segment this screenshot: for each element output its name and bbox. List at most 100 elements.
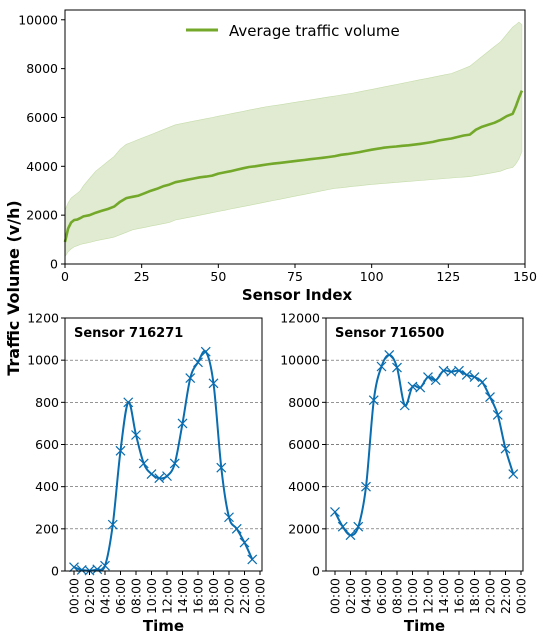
marker-stroke [69, 562, 79, 573]
x-axis-label: Time [404, 617, 445, 635]
data-point-marker [384, 349, 395, 360]
x-tick-label: 150 [513, 269, 537, 284]
marker-stroke [169, 458, 180, 469]
series-line [73, 349, 254, 572]
x-tick-label: 04:00 [98, 578, 113, 614]
data-point-marker [247, 554, 258, 565]
marker-stroke [115, 445, 126, 456]
x-tick-label: 12:00 [160, 578, 175, 614]
marker-stroke [477, 377, 488, 388]
marker-stroke [415, 382, 426, 393]
y-tick-label: 2000 [288, 521, 320, 536]
marker-stroke [131, 430, 141, 440]
marker-stroke [76, 565, 87, 575]
marker-stroke [100, 560, 110, 571]
y-tick-label: 0 [50, 257, 58, 272]
x-axis-label: Sensor Index [242, 286, 353, 304]
data-point-marker [162, 471, 172, 482]
marker-stroke [500, 443, 511, 454]
x-tick-label: 22:00 [237, 578, 252, 614]
data-point-marker [345, 530, 356, 541]
data-point-marker [485, 392, 495, 402]
x-tick-label: 14:00 [436, 578, 451, 614]
y-tick-label: 12000 [280, 311, 320, 326]
data-point-marker [123, 397, 134, 408]
marker-stroke [224, 512, 234, 523]
data-point-marker [69, 562, 79, 573]
marker-stroke [208, 378, 219, 389]
data-point-marker [216, 462, 227, 473]
y-tick-label: 400 [35, 479, 59, 494]
marker-stroke [231, 523, 242, 534]
y-tick-label: 2000 [26, 208, 58, 223]
marker-stroke [469, 372, 480, 382]
marker-stroke [361, 481, 371, 492]
marker-stroke [368, 395, 379, 406]
x-tick-label: 20:00 [483, 578, 498, 614]
x-tick-label: 22:00 [498, 578, 513, 614]
x-tick-label: 06:00 [374, 578, 389, 614]
marker-stroke [423, 372, 433, 382]
data-point-marker [76, 565, 87, 575]
x-tick-label: 25 [134, 269, 150, 284]
x-tick-label: 100 [360, 269, 384, 284]
marker-stroke [485, 392, 495, 402]
y-tick-label: 6000 [288, 437, 320, 452]
marker-stroke [345, 530, 356, 541]
y-tick-label: 4000 [288, 479, 320, 494]
marker-stroke [461, 370, 472, 380]
legend-label: Average traffic volume [229, 22, 400, 40]
marker-stroke [177, 418, 188, 429]
data-point-marker [208, 378, 219, 389]
x-tick-label: 0 [61, 269, 69, 284]
y-tick-label: 4000 [26, 159, 58, 174]
y-tick-label: 1000 [27, 353, 59, 368]
marker-stroke [162, 471, 172, 482]
panel-sensor-716500: Sensor 716500 0 2000 4000 6000 8000 10000 12000… [280, 311, 528, 636]
y-tick-label: 0 [51, 564, 59, 579]
y-tick-label: 6000 [26, 110, 58, 125]
marker-stroke [239, 537, 250, 548]
data-point-marker [376, 361, 387, 372]
x-tick-label: 08:00 [390, 578, 405, 614]
data-point-marker [353, 521, 364, 532]
marker-stroke [138, 458, 149, 469]
data-point-marker [138, 458, 149, 469]
data-point-marker [492, 410, 503, 420]
x-tick-label: 00:00 [328, 578, 343, 614]
y-tick-label: 8000 [26, 61, 58, 76]
marker-stroke [193, 357, 203, 368]
data-point-marker [461, 370, 472, 380]
data-point-marker [92, 564, 103, 575]
data-point-marker [500, 443, 511, 454]
data-point-marker [368, 395, 379, 406]
y-tick-label: 600 [35, 437, 59, 452]
data-point-marker [423, 372, 433, 382]
panel-title: Sensor 716271 [74, 326, 183, 341]
marker-stroke [399, 400, 410, 411]
x-tick-label: 06:00 [113, 578, 128, 614]
x-tick-label: 18:00 [206, 578, 221, 614]
x-tick-label: 02:00 [343, 578, 358, 614]
data-point-marker [193, 357, 203, 368]
marker-stroke [384, 349, 395, 360]
data-point-marker [430, 375, 441, 386]
data-point-marker [185, 373, 196, 384]
y-tick-label: 8000 [288, 395, 320, 410]
marker-stroke [376, 361, 387, 372]
confidence-band [64, 21, 523, 258]
x-tick-label: 10:00 [144, 578, 159, 614]
data-point-marker [508, 469, 519, 479]
legend: Average traffic volume [186, 22, 400, 40]
marker-stroke [337, 521, 348, 532]
x-tick-label: 02:00 [82, 578, 97, 614]
x-tick-label: 20:00 [222, 578, 237, 614]
y-tick-label: 1200 [27, 311, 59, 326]
data-point-marker [454, 365, 464, 376]
marker-stroke [92, 564, 103, 575]
marker-stroke [492, 410, 503, 420]
marker-stroke [446, 366, 457, 377]
